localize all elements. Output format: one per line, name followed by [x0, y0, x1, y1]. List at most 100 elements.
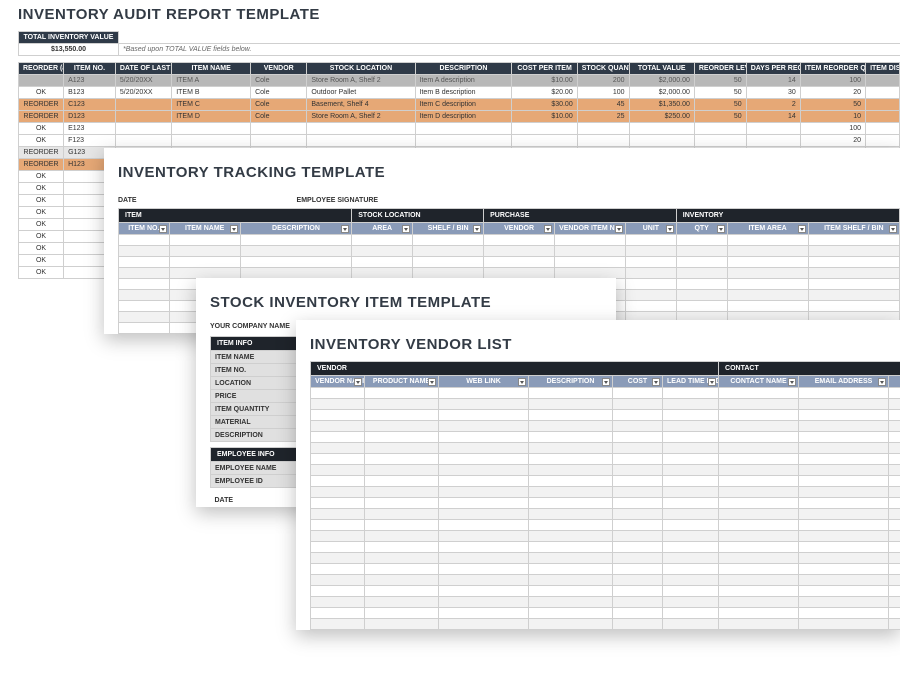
vendor-cell[interactable] [439, 443, 529, 454]
tracking-cell[interactable] [676, 235, 727, 246]
vendor-cell[interactable] [311, 388, 365, 399]
filter-dropdown-icon[interactable] [354, 378, 362, 386]
vendor-cell[interactable] [613, 410, 663, 421]
audit-cell[interactable]: 200 [577, 75, 629, 87]
vendor-cell[interactable] [439, 498, 529, 509]
vendor-cell[interactable] [663, 465, 719, 476]
vendor-row[interactable] [311, 399, 900, 410]
vendor-cell[interactable] [365, 498, 439, 509]
audit-cell[interactable]: OK [19, 87, 64, 99]
vendor-cell[interactable] [889, 432, 900, 443]
audit-cell[interactable] [577, 123, 629, 135]
vendor-cell[interactable] [889, 509, 900, 520]
vendor-cell[interactable] [799, 454, 889, 465]
tracking-cell[interactable] [808, 290, 899, 301]
vendor-cell[interactable] [799, 564, 889, 575]
audit-cell[interactable]: REORDER [19, 99, 64, 111]
vendor-cell[interactable] [663, 575, 719, 586]
vendor-col-header[interactable]: COST [613, 376, 663, 388]
audit-col-header[interactable]: TOTAL VALUE [629, 63, 694, 75]
vendor-cell[interactable] [613, 487, 663, 498]
vendor-cell[interactable] [439, 608, 529, 619]
tracking-cell[interactable] [676, 246, 727, 257]
vendor-cell[interactable] [799, 432, 889, 443]
tracking-cell[interactable] [119, 279, 170, 290]
audit-cell[interactable]: $2,000.00 [629, 75, 694, 87]
audit-cell[interactable]: Cole [251, 75, 307, 87]
vendor-cell[interactable] [529, 432, 613, 443]
vendor-cell[interactable] [799, 509, 889, 520]
vendor-cell[interactable] [663, 443, 719, 454]
audit-row[interactable]: OKB1235/20/20XXITEM BColeOutdoor PalletI… [19, 87, 900, 99]
vendor-cell[interactable] [439, 597, 529, 608]
audit-col-header[interactable]: VENDOR [251, 63, 307, 75]
tracking-cell[interactable] [808, 301, 899, 312]
audit-cell[interactable]: F123 [64, 135, 116, 147]
vendor-cell[interactable] [311, 575, 365, 586]
vendor-cell[interactable] [365, 553, 439, 564]
audit-cell[interactable] [866, 99, 900, 111]
vendor-row[interactable] [311, 542, 900, 553]
vendor-cell[interactable] [529, 399, 613, 410]
vendor-cell[interactable] [439, 421, 529, 432]
filter-dropdown-icon[interactable] [473, 225, 481, 233]
tracking-cell[interactable] [676, 279, 727, 290]
vendor-cell[interactable] [719, 586, 799, 597]
vendor-cell[interactable] [889, 454, 900, 465]
audit-cell[interactable]: 20 [800, 87, 865, 99]
vendor-cell[interactable] [719, 575, 799, 586]
audit-cell[interactable] [115, 123, 171, 135]
vendor-cell[interactable] [311, 531, 365, 542]
audit-cell[interactable]: ITEM C [172, 99, 251, 111]
vendor-cell[interactable] [663, 487, 719, 498]
tracking-cell[interactable] [240, 257, 352, 268]
vendor-cell[interactable] [719, 520, 799, 531]
vendor-cell[interactable] [799, 399, 889, 410]
audit-row[interactable]: OKE123100 [19, 123, 900, 135]
vendor-cell[interactable] [799, 520, 889, 531]
audit-cell[interactable]: $10.00 [512, 111, 577, 123]
filter-dropdown-icon[interactable] [615, 225, 623, 233]
audit-col-header[interactable]: STOCK QUANTITY [577, 63, 629, 75]
vendor-cell[interactable] [439, 553, 529, 564]
vendor-cell[interactable] [311, 487, 365, 498]
tracking-cell[interactable] [626, 290, 677, 301]
vendor-cell[interactable] [613, 443, 663, 454]
tracking-cell[interactable] [119, 235, 170, 246]
vendor-cell[interactable] [365, 388, 439, 399]
vendor-cell[interactable] [889, 388, 900, 399]
vendor-cell[interactable] [799, 608, 889, 619]
audit-cell[interactable]: 50 [694, 111, 746, 123]
vendor-cell[interactable] [719, 608, 799, 619]
audit-cell[interactable] [694, 123, 746, 135]
vendor-cell[interactable] [439, 586, 529, 597]
vendor-row[interactable] [311, 421, 900, 432]
tracking-cell[interactable] [808, 235, 899, 246]
vendor-cell[interactable] [365, 597, 439, 608]
vendor-row[interactable] [311, 608, 900, 619]
vendor-cell[interactable] [365, 575, 439, 586]
vendor-cell[interactable] [719, 443, 799, 454]
audit-cell[interactable]: OK [19, 135, 64, 147]
audit-col-header[interactable]: REORDER (auto-fill) [19, 63, 64, 75]
tracking-cell[interactable] [484, 246, 555, 257]
tracking-cell[interactable] [484, 235, 555, 246]
vendor-cell[interactable] [529, 586, 613, 597]
tracking-cell[interactable] [119, 323, 170, 334]
vendor-cell[interactable] [365, 421, 439, 432]
audit-cell[interactable]: Cole [251, 99, 307, 111]
vendor-col-header[interactable]: VENDOR NAME [311, 376, 365, 388]
tracking-col-header[interactable]: VENDOR [484, 223, 555, 235]
vendor-cell[interactable] [613, 608, 663, 619]
vendor-cell[interactable] [663, 608, 719, 619]
vendor-cell[interactable] [529, 564, 613, 575]
tracking-cell[interactable] [555, 246, 626, 257]
vendor-cell[interactable] [889, 619, 900, 630]
vendor-cell[interactable] [529, 520, 613, 531]
vendor-cell[interactable] [663, 454, 719, 465]
vendor-row[interactable] [311, 476, 900, 487]
vendor-cell[interactable] [663, 531, 719, 542]
vendor-row[interactable] [311, 619, 900, 630]
tracking-cell[interactable] [352, 257, 413, 268]
vendor-col-header[interactable]: CONTACT NAME [719, 376, 799, 388]
